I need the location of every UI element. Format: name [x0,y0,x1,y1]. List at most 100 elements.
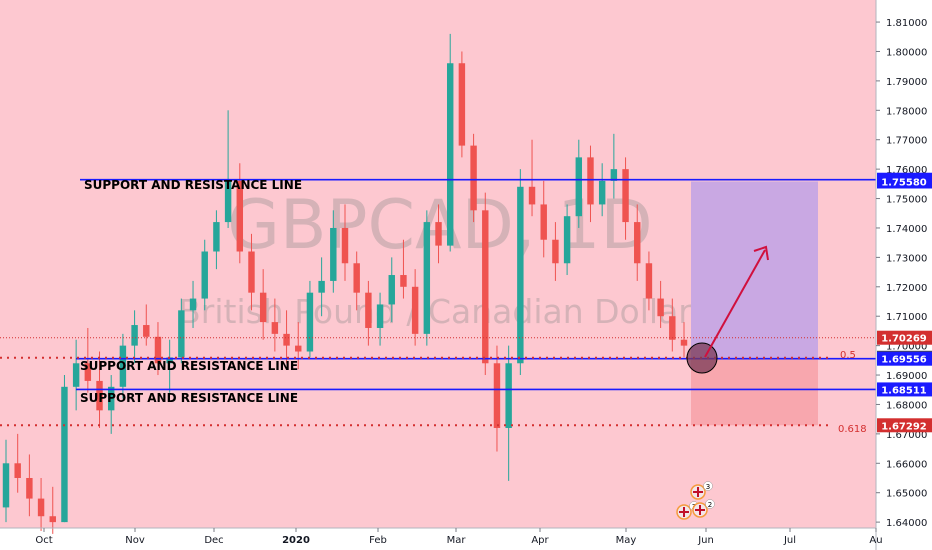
candle-body [622,169,629,223]
price-tick-label: 1.64000 [886,518,927,529]
candle-body [295,345,302,352]
candle-body [657,298,664,317]
uk-flag-icon[interactable]: 3 [690,481,713,500]
candle-body [318,280,325,293]
candle-body [575,157,583,217]
price-tick-label: 1.71000 [886,312,927,323]
price-axis[interactable]: 1.64000 1.65000 1.66000 1.67000 1.68000 1.690… [875,0,927,550]
price-tick-label: 1.75000 [886,195,927,206]
time-tick-label: May [616,535,637,546]
candle-body [482,210,489,364]
price-tag-label: 1.69556 [881,355,927,366]
candle-body [330,227,337,281]
candle-body [610,169,618,181]
price-tick-label: 1.68000 [886,400,927,411]
candle-body [411,286,419,334]
candles-group [2,33,688,534]
price-tag [877,330,932,345]
candle-body [72,363,80,387]
candle-body [552,239,559,264]
candle-body [435,222,442,246]
candle-body [61,386,68,523]
price-tick-label: 1.74000 [886,224,927,235]
time-tick-label: Nov [125,535,145,546]
candle-body [634,222,641,264]
candle-body [189,298,197,311]
price-tick-label: 1.73000 [886,253,927,264]
price-tick-label: 1.81000 [886,18,927,29]
candle-body [365,292,372,328]
candle-body [540,204,547,240]
price-tick-label: 1.70000 [886,342,927,353]
candle-body [353,263,360,293]
candle-body [248,251,255,293]
sr-label-middle: SUPPORT AND RESISTANCE LINE [80,359,298,373]
candle-body [119,345,127,387]
candle-body [517,186,524,364]
price-tick-label: 1.80000 [886,47,927,58]
candle-body [306,292,314,352]
candle-body [213,222,220,252]
candle-body [107,386,115,411]
price-tag [877,351,932,366]
candle-body [131,325,138,346]
candle-body [154,336,162,364]
event-count: 3 [706,483,710,491]
candle-body [84,363,92,381]
time-axis-background [0,528,876,550]
price-tag-label: 1.75580 [881,177,927,188]
price-tag-label: 1.67292 [881,421,927,432]
event-badges[interactable]: 332 [676,481,715,520]
time-tick-label: 2020 [282,535,310,546]
candle-body [14,463,21,478]
projection-arrow[interactable] [704,249,766,358]
candle-body [96,380,103,411]
uk-flag-icon[interactable]: 2 [692,499,715,518]
candle-body [587,157,594,205]
candle-body [271,322,279,334]
candle-body [283,333,290,346]
horizontal-lines [0,178,876,427]
candle-body [49,516,56,523]
candle-body [37,498,45,517]
candle-body [259,292,267,323]
arrow-head [753,245,769,261]
candle-body [446,63,454,246]
sr-label-lower: SUPPORT AND RESISTANCE LINE [80,391,298,405]
price-tick-label: 1.79000 [886,77,927,88]
candle-body [680,339,688,346]
candle-body [470,145,477,211]
time-tick-label: Feb [369,535,387,546]
candle-body [493,363,501,428]
watermark-name: British Pound / Canadian Dollar [178,292,692,331]
candle-body [341,227,349,264]
price-tag-label: 1.68511 [881,385,927,396]
price-tick-label: 1.76000 [886,165,927,176]
candle-body [388,275,395,305]
candle-body [2,463,10,508]
candle-body [563,216,571,264]
time-axis[interactable]: Oct Nov Dec 2020 Feb Mar Apr May Jun Jul Au [0,527,883,546]
candle-body [505,363,512,428]
price-tick-label: 1.77000 [886,136,927,147]
time-tick-label: Dec [204,535,223,546]
event-count: 2 [708,501,712,509]
price-tick-label: 1.72000 [886,283,927,294]
stop-zone[interactable] [691,358,818,426]
candle-body [201,251,208,299]
candle-body [645,263,653,299]
candle-body [400,275,407,287]
price-tag-label: 1.70269 [881,334,927,345]
candle-body [669,316,676,340]
candle-body [528,186,536,205]
time-tick-label: Au [869,535,882,546]
candle-body [458,63,466,146]
price-tag [877,418,932,433]
candle-body [178,310,185,358]
entry-circle-marker[interactable] [686,342,718,374]
candle-body [143,325,150,337]
candle-body [26,477,33,499]
price-tag [877,174,932,189]
price-tag [877,382,932,397]
